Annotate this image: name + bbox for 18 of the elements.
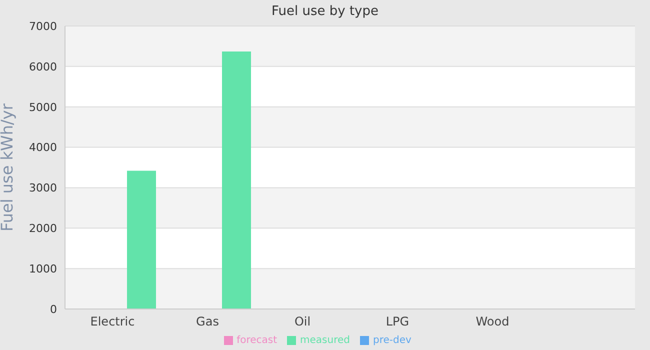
x-tick-label: LPG [386,314,410,329]
x-tick-label: Electric [90,314,135,329]
x-tick-label: Wood [476,314,510,329]
y-tick-label: 2000 [29,222,57,236]
y-tick-label: 0 [50,302,57,316]
y-tick-label: 1000 [29,262,57,276]
y-tick-label: 3000 [29,182,57,195]
y-axis-title: Fuel use kWh/yr [0,103,17,232]
legend-label: pre-dev [373,335,412,346]
y-tick-label: 6000 [29,60,57,74]
x-tick-label: Oil [294,314,311,329]
legend-label: forecast [236,335,278,346]
y-tick-label: 5000 [29,100,57,114]
legend-label: measured [300,335,350,346]
y-tick-label: 4000 [29,141,57,154]
chart-title: Fuel use by type [270,4,380,19]
y-tick-label: 7000 [29,20,57,33]
x-tick-label: Gas [196,314,219,329]
